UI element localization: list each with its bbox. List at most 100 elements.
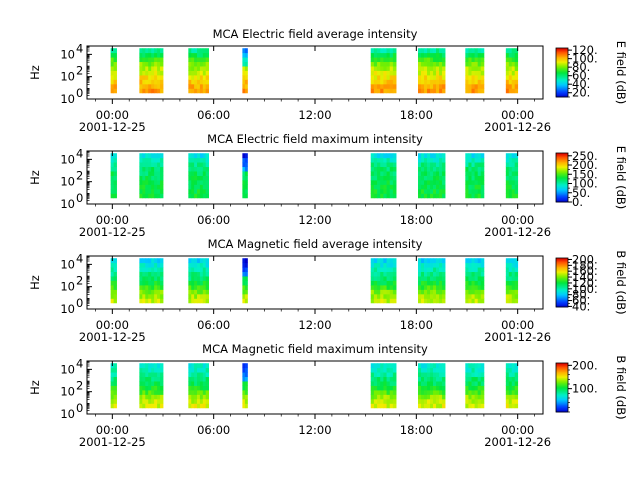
spectrogram-cell (202, 180, 207, 185)
spectrogram-cell (383, 293, 387, 299)
spectrogram-cell (439, 180, 443, 185)
spectrogram-cell (157, 171, 161, 176)
colorbar-cell (556, 61, 568, 64)
spectrogram-cell (386, 385, 391, 391)
colorbar-cell (556, 283, 568, 286)
spectrogram-cell (505, 280, 510, 286)
spectrogram-cell (244, 75, 248, 80)
spectrogram-cell (188, 394, 192, 400)
spectrogram-cell (244, 258, 248, 264)
spectrogram-cell (427, 372, 431, 378)
spectrogram-cell (194, 289, 198, 295)
spectrogram-cell (242, 376, 246, 382)
spectrogram-cell (421, 193, 425, 199)
spectrogram-cell (197, 363, 201, 369)
spectrogram-cell (424, 258, 428, 264)
spectrogram-cell (508, 188, 513, 194)
spectrogram-cell (113, 258, 117, 264)
spectrogram-cell (199, 271, 204, 277)
spectrogram-cell (160, 289, 164, 295)
spectrogram-cell (244, 285, 248, 290)
spectrogram-cell (197, 376, 201, 382)
spectrogram-cell (468, 66, 472, 71)
spectrogram-cell (471, 276, 475, 281)
spectrogram-cell (145, 175, 149, 181)
spectrogram-cell (508, 166, 513, 172)
spectrogram-cell (199, 61, 204, 67)
spectrogram-cell (386, 153, 391, 159)
spectrogram-cell (421, 276, 425, 281)
colorbar-tick-label: 140. (572, 270, 598, 284)
xtick-label: 00:00 (501, 213, 534, 227)
colorbar-cell (556, 87, 568, 89)
spectrogram-cell (194, 70, 198, 76)
spectrogram-cell (480, 280, 485, 286)
colorbar-cell (556, 156, 568, 159)
spectrogram-cell (480, 298, 485, 304)
spectrogram-cell (477, 280, 482, 286)
spectrogram-cell (471, 61, 475, 67)
spectrogram-cell (468, 289, 472, 295)
spectrogram-cell (514, 367, 519, 373)
spectrogram-cell (160, 157, 164, 163)
spectrogram-cell (471, 385, 475, 391)
spectrogram-cell (377, 79, 381, 85)
spectrogram-cell (477, 162, 482, 168)
spectrogram-cell (157, 79, 161, 85)
spectrogram-cell (383, 267, 387, 273)
spectrogram-cell (139, 376, 143, 382)
spectrogram-cell (508, 376, 513, 382)
spectrogram-cell (110, 381, 114, 386)
colorbar-cell (556, 262, 568, 265)
spectrogram-cell (380, 258, 384, 264)
spectrogram-cell (508, 52, 513, 58)
spectrogram-cell (139, 403, 143, 409)
spectrogram-cell (370, 162, 375, 168)
spectrogram-cell (389, 48, 394, 54)
spectrogram-cell (148, 153, 152, 159)
spectrogram-cell (197, 75, 201, 80)
spectrogram-cell (389, 271, 394, 277)
spectrogram-cell (465, 394, 469, 400)
spectrogram-cell (418, 276, 422, 281)
spectrogram-cell (113, 157, 117, 163)
spectrogram-cell (139, 289, 143, 295)
spectrogram-cell (380, 79, 384, 85)
spectrogram-cell (442, 289, 446, 295)
spectrogram-cell (392, 57, 397, 63)
spectrogram-cell (160, 61, 164, 67)
spectrogram-cell (157, 162, 161, 168)
spectrogram-cell (392, 75, 397, 80)
spectrogram-cell (436, 166, 440, 172)
spectrogram-cell (113, 188, 117, 194)
spectrogram-cell (465, 262, 469, 268)
spectrogram-cell (373, 381, 378, 386)
spectrogram-cell (202, 385, 207, 391)
spectrogram-cell (113, 70, 117, 76)
spectrogram-cell (188, 280, 192, 286)
spectrogram-cell (421, 162, 425, 168)
spectrogram-cell (154, 258, 158, 264)
spectrogram-cell (480, 61, 485, 67)
spectrogram-cell (151, 267, 155, 273)
spectrogram-cell (430, 372, 434, 378)
colorbar-cell (556, 273, 568, 276)
spectrogram-cell (242, 271, 246, 277)
spectrogram-cell (191, 157, 195, 163)
spectrogram-cell (514, 285, 519, 290)
spectrogram-cell (505, 48, 510, 54)
spectrogram-cell (392, 372, 397, 378)
spectrogram-cell (199, 83, 204, 89)
spectrogram-cell (471, 381, 475, 386)
spectrogram-cell (151, 381, 155, 386)
spectrogram-cell (199, 70, 204, 76)
spectrogram-cell (242, 267, 246, 273)
colorbar-cell (556, 298, 568, 301)
spectrogram-cell (373, 57, 378, 63)
spectrogram-cell (244, 381, 248, 386)
colorbar-cell (556, 272, 568, 275)
spectrogram-cell (380, 57, 384, 63)
spectrogram-cell (244, 271, 248, 277)
spectrogram-cell (424, 276, 428, 281)
spectrogram-cell (148, 363, 152, 369)
